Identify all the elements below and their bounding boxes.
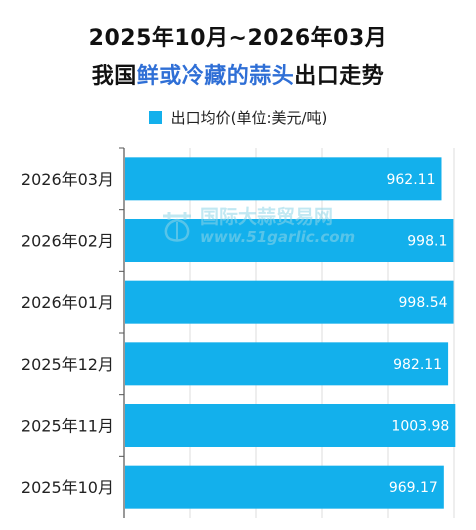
data-label: 982.11 [393, 357, 442, 373]
category-label: 2026年02月 [21, 232, 114, 251]
chart-title-line1: 2025年10月~2026年03月 [88, 26, 388, 51]
data-label: 998.1 [407, 234, 447, 250]
legend: 出口均价(单位:美元/吨) [0, 107, 476, 128]
data-label: 998.54 [399, 295, 448, 311]
category-label: 2026年01月 [21, 293, 114, 312]
title-highlight: 鲜或冷藏的蒜头 [136, 64, 295, 89]
title-prefix: 我国 [91, 64, 137, 89]
bar [125, 465, 444, 509]
legend-label: 出口均价(单位:美元/吨) [170, 109, 328, 127]
bar [125, 219, 454, 262]
data-label: 1003.98 [391, 419, 449, 435]
category-label: 2025年11月 [21, 417, 114, 436]
bar [125, 342, 449, 386]
data-label: 969.17 [389, 480, 438, 496]
bar [125, 404, 456, 447]
chart-title-line2: 我国鲜或冷藏的蒜头出口走势 [0, 58, 476, 90]
legend-swatch [148, 111, 162, 124]
category-label: 2026年03月 [21, 170, 114, 189]
category-label: 2025年12月 [21, 355, 114, 374]
data-label: 962.11 [386, 172, 435, 188]
category-label: 2025年10月 [21, 478, 114, 497]
bar [125, 157, 442, 201]
bar [125, 280, 454, 324]
title-suffix: 出口走势 [294, 64, 385, 89]
